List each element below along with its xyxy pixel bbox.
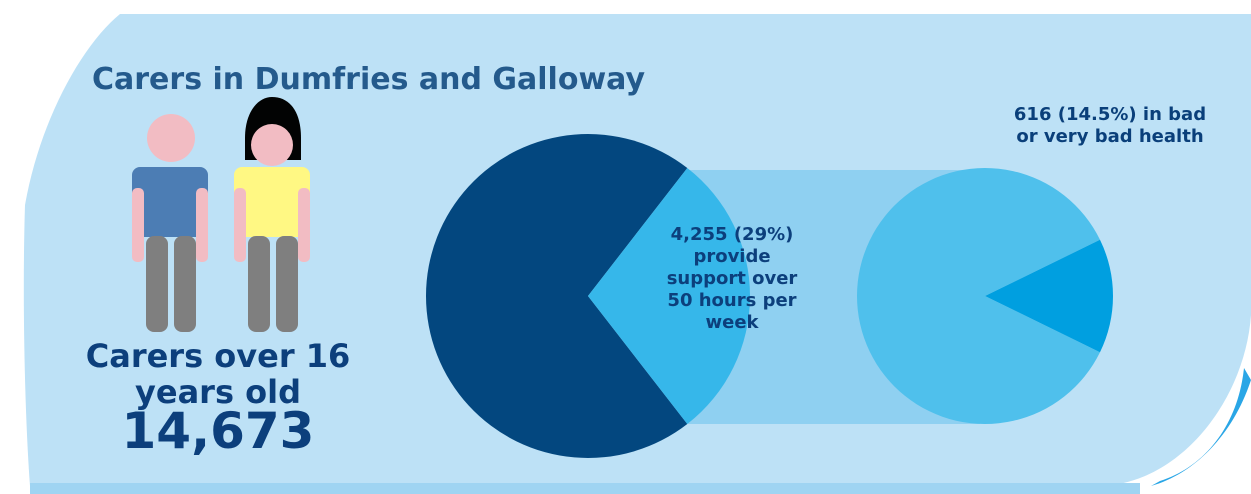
pie-chart-carers xyxy=(426,134,751,458)
pie-slice-other-health xyxy=(857,168,1100,425)
bottom-bar xyxy=(30,483,1140,494)
woman-figure-icon xyxy=(234,97,310,332)
pie-slice-over-50-hours xyxy=(588,167,751,425)
support-slice-label: 4,255 (29%) provide support over 50 hour… xyxy=(666,224,798,333)
health-slice-label: 616 (14.5%) in bad or very bad health xyxy=(1013,104,1207,147)
pie-slice-remaining-carers xyxy=(426,134,688,458)
page-title: Carers in Dumfries and Galloway xyxy=(92,62,646,97)
carers-label: Carers over 16 years old xyxy=(85,337,351,411)
man-figure-icon xyxy=(132,114,208,332)
pie-slice-bad-health xyxy=(985,239,1113,353)
carers-value: 14,673 xyxy=(121,402,315,460)
pie-chart-health xyxy=(857,168,1113,425)
